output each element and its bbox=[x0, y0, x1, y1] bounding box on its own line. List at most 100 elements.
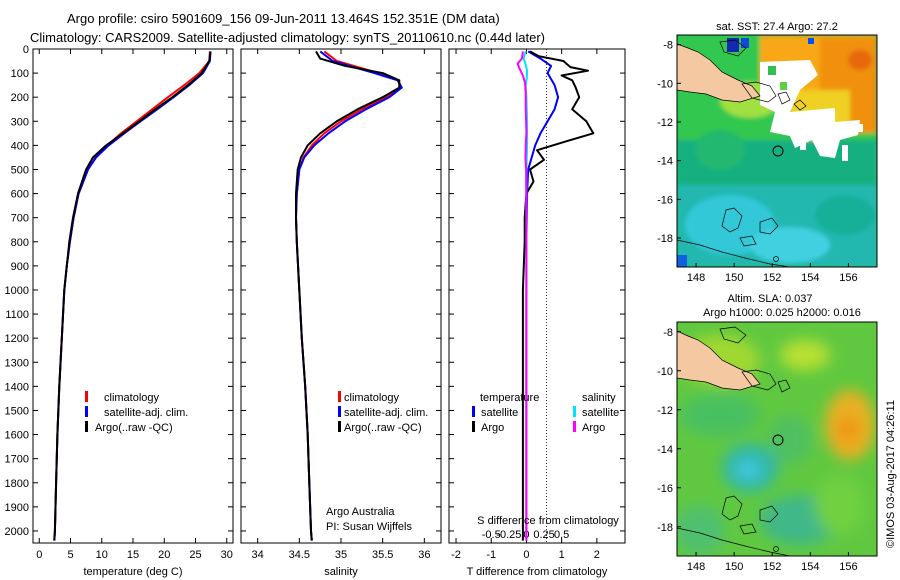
map-x-tick-label: 156 bbox=[839, 272, 857, 284]
credit-text: ©IMOS 03-Aug-2017 04:26:11 bbox=[885, 400, 897, 548]
legend-swatch-temp-argo bbox=[472, 421, 475, 432]
map-y-tick-label: -18 bbox=[657, 522, 673, 534]
legend-swatch-satellite bbox=[85, 406, 88, 417]
x-tick-label: 25 bbox=[189, 549, 201, 561]
y-tick-label: 800 bbox=[11, 237, 29, 249]
temperature-xlabel: temperature (deg C) bbox=[83, 566, 182, 578]
y-tick-label: 2000 bbox=[5, 526, 29, 538]
x-tick-label: 35.5 bbox=[372, 549, 393, 561]
sla-map-image bbox=[677, 322, 877, 556]
legend-swatch-climatology bbox=[338, 391, 341, 402]
y-tick-label: 1000 bbox=[5, 285, 29, 297]
temperature-panel: 0 5 10 15 20 25 300100200300400500600700800900… bbox=[5, 44, 234, 578]
difference-panel: -2 -1 0 1 2-0.5-0.25 0 0.25 0.5 S difference fr… bbox=[448, 48, 626, 578]
map-y-tick-label: -12 bbox=[657, 117, 673, 129]
legend-swatch-argo bbox=[338, 421, 341, 432]
legend-label-satellite: satellite-adj. clim. bbox=[344, 407, 428, 419]
legend-label-sal-argo: Argo bbox=[582, 422, 605, 434]
salinity-legend: climatology satellite-adj. clim. Argo(..… bbox=[338, 391, 428, 434]
map-y-tick-label: -16 bbox=[657, 194, 673, 206]
annotation-line-2: PI: Susan Wijffels bbox=[326, 521, 412, 533]
y-tick-label: 1300 bbox=[5, 357, 29, 369]
legend-swatch-climatology bbox=[85, 391, 88, 402]
map-x-tick-label: 148 bbox=[687, 272, 705, 284]
y-tick-label: 0 bbox=[23, 44, 29, 56]
salinity-panel: 34 34.5 35 35.5 36 salinity climatology sate… bbox=[240, 48, 442, 578]
map-x-tick-label: 150 bbox=[725, 272, 743, 284]
y-tick-label: 1700 bbox=[5, 454, 29, 466]
sst-map-image bbox=[677, 35, 877, 267]
temperature-legend: climatology satellite-adj. clim. Argo(..… bbox=[85, 391, 188, 434]
difference-ticks: -2 -1 0 1 2-0.5-0.25 0 0.25 0.5 bbox=[449, 48, 625, 561]
series-salinity-argo bbox=[516, 51, 528, 541]
map-x-tick-label: 152 bbox=[763, 561, 781, 573]
y-tick-label: 1600 bbox=[5, 430, 29, 442]
map-x-tick-label: 150 bbox=[725, 561, 743, 573]
y-tick-label: 900 bbox=[11, 261, 29, 273]
y-tick-label: 300 bbox=[11, 116, 29, 128]
legend-label-argo: Argo(..raw -QC) bbox=[95, 422, 173, 434]
map-y-tick-label: -8 bbox=[663, 327, 673, 339]
legend-label-satellite: satellite-adj. clim. bbox=[104, 407, 188, 419]
map-x-tick-label: 148 bbox=[687, 561, 705, 573]
y-tick-label: 1100 bbox=[5, 309, 29, 321]
legend-label-sal-satellite: satellite bbox=[582, 407, 619, 419]
title-line-2: Climatology: CARS2009. Satellite-adjuste… bbox=[30, 30, 545, 45]
sla-map-title-line-2: Argo h1000: 0.025 h2000: 0.016 bbox=[703, 307, 861, 319]
map-y-tick-label: -14 bbox=[657, 444, 673, 456]
y-tick-label: 600 bbox=[11, 189, 29, 201]
y-tick-label: 100 bbox=[11, 68, 29, 80]
title-line-1: Argo profile: csiro 5901609_156 09-Jun-2… bbox=[67, 11, 500, 26]
sst-map-frame bbox=[676, 34, 878, 268]
map-y-tick-label: -10 bbox=[657, 366, 673, 378]
legend-swatch-argo bbox=[85, 421, 88, 432]
salinity-ticks: 34 34.5 35 35.5 36 bbox=[241, 48, 441, 561]
x-tick-label: 34 bbox=[252, 549, 264, 561]
legend-label-climatology: climatology bbox=[344, 392, 400, 404]
x-tick-label: 34.5 bbox=[289, 549, 310, 561]
sst-map-ticks: 148 150 152 154 156 -8 -10 -12 -14 -16 -18 bbox=[657, 40, 858, 284]
x-tick-label: 2 bbox=[594, 549, 600, 561]
difference-axes-frame bbox=[448, 48, 626, 544]
map-y-tick-label: -16 bbox=[657, 483, 673, 495]
map-x-tick-label: 154 bbox=[801, 272, 819, 284]
series-temperature-argo bbox=[521, 50, 595, 541]
y-tick-label: 1800 bbox=[5, 478, 29, 490]
salinity-xlabel: salinity bbox=[324, 566, 358, 578]
map-y-tick-label: -8 bbox=[663, 40, 673, 52]
sla-map-frame bbox=[676, 321, 878, 557]
x-tick-label: 36 bbox=[418, 549, 430, 561]
s-diff-tick-label: 0.25 bbox=[533, 529, 554, 541]
legend-heading-temperature: temperature bbox=[480, 392, 539, 404]
x-tick-label: -2 bbox=[451, 549, 461, 561]
y-tick-label: 1900 bbox=[5, 502, 29, 514]
difference-xlabel: T difference from climatology bbox=[467, 566, 608, 578]
y-tick-label: 700 bbox=[11, 213, 29, 225]
x-tick-label: 15 bbox=[127, 549, 139, 561]
x-tick-label: 0 bbox=[523, 549, 529, 561]
map-y-tick-label: -10 bbox=[657, 78, 673, 90]
s-diff-tick-label: -0.5 bbox=[482, 529, 501, 541]
y-tick-label: 400 bbox=[11, 140, 29, 152]
y-tick-label: 1500 bbox=[5, 405, 29, 417]
series-argo-raw-qc- bbox=[53, 51, 212, 541]
legend-swatch-satellite bbox=[338, 406, 341, 417]
x-tick-label: 35 bbox=[335, 549, 347, 561]
annotation-line-1: Argo Australia bbox=[326, 506, 395, 518]
argo-position-marker bbox=[772, 434, 784, 446]
sla-map-title-line-1: Altim. SLA: 0.037 bbox=[728, 293, 813, 305]
y-tick-label: 200 bbox=[11, 92, 29, 104]
x-tick-label: -1 bbox=[486, 549, 496, 561]
x-tick-label: 0 bbox=[36, 549, 42, 561]
legend-label-argo: Argo(..raw -QC) bbox=[344, 422, 422, 434]
difference-legend: temperature salinity satellite Argo sate… bbox=[472, 392, 619, 434]
temperature-lines bbox=[53, 51, 212, 541]
map-y-tick-label: -18 bbox=[657, 233, 673, 245]
salinity-lines bbox=[295, 50, 403, 541]
y-tick-label: 1200 bbox=[5, 333, 29, 345]
legend-heading-salinity: salinity bbox=[582, 392, 616, 404]
legend-label-temp-argo: Argo bbox=[481, 422, 504, 434]
map-y-tick-label: -14 bbox=[657, 156, 673, 168]
series-argo-raw-qc- bbox=[295, 50, 401, 541]
